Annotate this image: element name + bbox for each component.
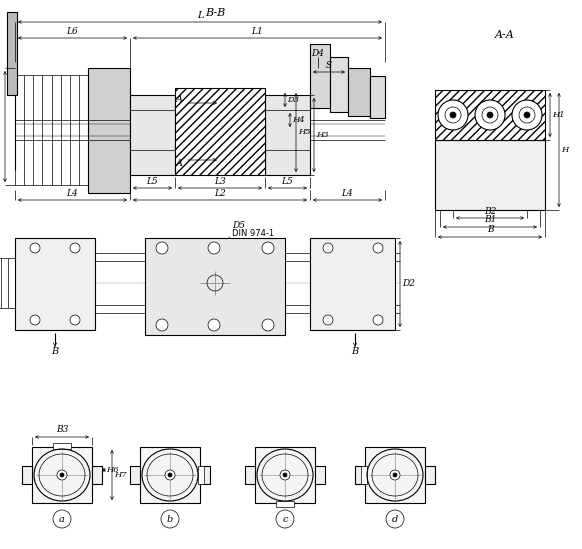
Bar [355, 466, 365, 484]
Circle shape [57, 470, 67, 480]
Text: L4: L4 [342, 188, 353, 198]
Bar [15, 238, 95, 330]
Circle shape [373, 315, 383, 325]
Text: a: a [59, 514, 65, 524]
Bar [53, 443, 71, 449]
Text: H4: H4 [293, 116, 305, 124]
Bar [200, 466, 210, 484]
Circle shape [156, 242, 168, 254]
Text: DIN 974-1: DIN 974-1 [232, 229, 274, 238]
Circle shape [373, 243, 383, 253]
Bar [361, 466, 367, 484]
Bar [310, 238, 395, 330]
Bar [435, 90, 545, 140]
Circle shape [438, 100, 468, 130]
Circle shape [512, 100, 542, 130]
Bar [425, 466, 435, 484]
Text: L6: L6 [66, 26, 79, 36]
Text: D2: D2 [403, 279, 416, 289]
Text: L1: L1 [251, 26, 264, 36]
Text: H5: H5 [299, 128, 311, 137]
Bar [7, 12, 17, 95]
Circle shape [30, 315, 40, 325]
Bar [370, 76, 385, 118]
Circle shape [156, 319, 168, 331]
Bar [88, 68, 130, 193]
Text: A: A [176, 96, 183, 104]
Circle shape [487, 112, 493, 118]
Text: B3: B3 [56, 425, 68, 434]
Text: H1: H1 [552, 111, 565, 119]
Bar [365, 447, 425, 503]
Bar [330, 57, 348, 112]
Text: H: H [562, 146, 569, 154]
Circle shape [450, 112, 456, 118]
Text: A-A: A-A [495, 30, 515, 40]
Text: L5: L5 [282, 176, 293, 186]
Circle shape [390, 470, 400, 480]
Text: c: c [282, 514, 288, 524]
Text: B: B [487, 226, 494, 234]
Bar [265, 95, 310, 175]
Text: H7: H7 [115, 471, 127, 479]
Text: H2: H2 [0, 120, 2, 133]
Bar [140, 447, 200, 503]
Bar [22, 466, 32, 484]
Text: d: d [392, 514, 398, 524]
Bar [32, 447, 92, 503]
Bar [245, 466, 255, 484]
Text: L2: L2 [214, 188, 226, 198]
Circle shape [165, 470, 175, 480]
Circle shape [323, 315, 333, 325]
Bar [92, 466, 102, 484]
Bar [348, 68, 370, 116]
Circle shape [323, 243, 333, 253]
Text: B: B [352, 348, 359, 356]
Bar [175, 88, 265, 175]
Circle shape [70, 243, 80, 253]
Circle shape [283, 473, 287, 477]
Text: L5: L5 [147, 176, 158, 186]
Text: L4: L4 [66, 188, 79, 198]
Bar [310, 44, 330, 108]
Bar [145, 238, 285, 335]
Text: B1: B1 [484, 216, 496, 225]
Text: A: A [176, 159, 183, 167]
Text: B2: B2 [484, 206, 496, 216]
Circle shape [30, 243, 40, 253]
Text: L: L [197, 10, 203, 20]
Bar [175, 88, 265, 175]
Circle shape [262, 319, 274, 331]
Bar [435, 140, 545, 210]
Circle shape [262, 242, 274, 254]
Text: B: B [51, 348, 59, 356]
Text: D5: D5 [232, 221, 245, 229]
Circle shape [280, 470, 290, 480]
Circle shape [60, 473, 64, 477]
Circle shape [208, 242, 220, 254]
Bar [435, 90, 545, 140]
Text: b: b [167, 514, 173, 524]
Bar [255, 447, 315, 503]
Bar [130, 95, 175, 175]
Circle shape [393, 473, 397, 477]
Circle shape [524, 112, 530, 118]
Circle shape [475, 100, 505, 130]
Text: D4: D4 [311, 48, 325, 58]
Bar [276, 501, 294, 507]
Text: B-B: B-B [205, 8, 225, 18]
Circle shape [208, 319, 220, 331]
Bar [198, 466, 204, 484]
Circle shape [168, 473, 172, 477]
Text: L3: L3 [214, 176, 226, 186]
Text: S: S [326, 61, 332, 70]
Bar [130, 466, 140, 484]
Text: H6: H6 [107, 466, 119, 474]
Circle shape [70, 315, 80, 325]
Text: H3: H3 [317, 131, 329, 139]
Text: D3: D3 [288, 96, 300, 104]
Bar [315, 466, 325, 484]
